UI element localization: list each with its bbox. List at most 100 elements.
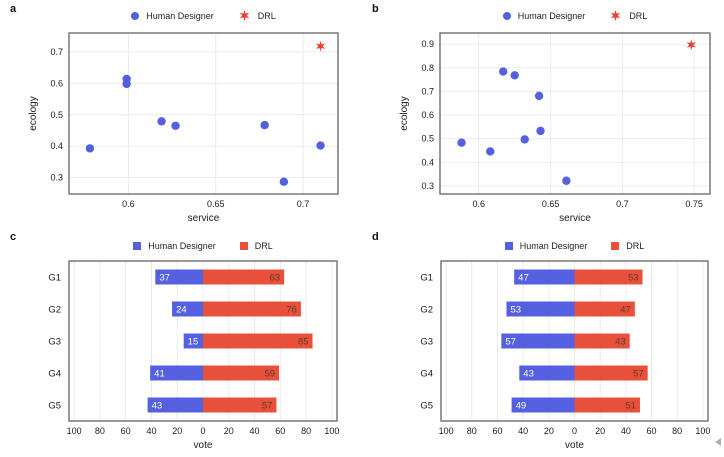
bar-drl xyxy=(574,333,630,349)
panel-c: c Human Designer DRL 37 63 G1 24 76 G2 15 85 G3 41… xyxy=(0,228,362,457)
panel-label: d xyxy=(372,231,379,243)
axis-label-x: vote xyxy=(565,440,584,451)
plot-border xyxy=(440,260,709,422)
bar-human-designer xyxy=(501,333,575,349)
scatter-point xyxy=(85,144,95,153)
scatter-point xyxy=(520,135,529,144)
y-tick-label: 0.7 xyxy=(421,86,434,96)
bar-drl xyxy=(203,333,313,349)
bar-drl xyxy=(203,397,277,413)
legend-square-marker-icon xyxy=(504,242,513,250)
panel-label: c xyxy=(10,231,17,243)
x-tick-label: 100 xyxy=(324,426,339,436)
scatter-point xyxy=(498,67,508,76)
y-tick-label: 0.4 xyxy=(421,157,434,167)
legend-label: Human Designer xyxy=(517,10,586,21)
legend-label: Human Designer xyxy=(146,10,214,21)
bar-plot-c: 37 63 G1 24 76 G2 15 85 G3 41 59 G4 43 57 G5 100 80 60 40 2… xyxy=(48,260,339,451)
scatter-point xyxy=(171,121,180,130)
scatter-point xyxy=(260,120,269,130)
category-label: G1 xyxy=(48,272,61,283)
y-tick-label: 0.6 xyxy=(421,110,434,120)
bar-value-label: 47 xyxy=(518,272,529,283)
scatter-point xyxy=(316,141,325,150)
legend-circle-marker-icon xyxy=(131,11,140,20)
legend-square-marker-icon xyxy=(133,242,142,250)
legend-label: Human Designer xyxy=(519,241,588,251)
x-tick-label: 80 xyxy=(672,426,682,436)
x-tick-label: 100 xyxy=(67,426,82,436)
bar-value-label: 57 xyxy=(633,368,644,379)
x-tick-label: 40 xyxy=(250,426,260,436)
legend-square-marker-icon xyxy=(611,242,620,250)
bar-value-label: 41 xyxy=(154,368,165,379)
y-tick-label: 0.4 xyxy=(50,141,63,151)
bar-value-label: 43 xyxy=(152,400,163,411)
scatter-point xyxy=(279,177,289,186)
x-tick-label: 0.7 xyxy=(616,199,629,209)
x-tick-label: 80 xyxy=(467,426,477,436)
bar-value-label: 53 xyxy=(510,304,521,315)
bar-value-label: 47 xyxy=(620,304,631,315)
x-tick-label: 20 xyxy=(544,426,554,436)
panel-b: b Human Designer DRL 0.6 0.65 0.7 0.75 0.3 0.4… xyxy=(362,0,724,228)
bar-drl xyxy=(203,301,301,317)
y-tick-label: 0.5 xyxy=(421,134,434,144)
bar-drl xyxy=(574,397,640,413)
category-label: G5 xyxy=(48,400,61,411)
x-tick-label: 20 xyxy=(172,426,182,436)
legend-label: DRL xyxy=(626,241,645,251)
bar-human-designer xyxy=(155,269,203,285)
scatter-point xyxy=(534,91,544,101)
x-tick-label: 0 xyxy=(572,426,577,436)
axis-label-y: ecology xyxy=(399,96,410,130)
y-tick-label: 0.9 xyxy=(421,39,434,49)
bar-human-designer xyxy=(183,333,203,349)
drl-star-marker xyxy=(686,39,697,51)
category-label: G4 xyxy=(48,368,61,379)
legend-label: DRL xyxy=(629,10,648,21)
bar-drl xyxy=(574,269,643,285)
bar-value-label: 43 xyxy=(523,368,534,379)
y-tick-label: 0.5 xyxy=(50,110,63,120)
axis-label-y: ecology xyxy=(28,96,39,130)
y-tick-label: 0.3 xyxy=(50,173,63,183)
bar-value-label: 76 xyxy=(286,304,297,315)
scatter-point xyxy=(536,126,545,136)
x-tick-label: 0.65 xyxy=(207,199,225,209)
bar-human-designer xyxy=(172,301,203,317)
panel-a: a Human Designer DRL 0.6 0.65 0.7 0.3 0.4 0.5 0… xyxy=(0,0,362,228)
scatter-point xyxy=(486,147,495,156)
bar-human-designer xyxy=(519,365,575,381)
x-tick-label: 0.6 xyxy=(122,199,135,209)
x-tick-label: 100 xyxy=(439,426,454,436)
y-tick-label: 0.7 xyxy=(50,47,63,57)
x-tick-label: 60 xyxy=(121,426,131,436)
bar-value-label: 24 xyxy=(176,304,187,315)
scatter-point xyxy=(157,117,166,126)
bar-value-label: 51 xyxy=(625,400,636,411)
y-tick-label: 0.3 xyxy=(421,181,434,191)
scatter-point xyxy=(562,176,571,185)
legend: Human Designer DRL xyxy=(440,9,710,22)
panel-label: a xyxy=(10,3,17,15)
bar-value-label: 49 xyxy=(516,400,527,411)
bar-value-label: 53 xyxy=(628,272,639,283)
legend-item: DRL xyxy=(609,9,647,22)
category-label: G3 xyxy=(48,336,61,347)
legend-item: Human Designer xyxy=(504,241,588,251)
x-tick-label: 40 xyxy=(621,426,631,436)
legend-item: DRL xyxy=(611,241,644,251)
legend-star-marker-icon xyxy=(239,9,250,22)
bar-value-label: 59 xyxy=(264,368,275,379)
legend-square-marker-icon xyxy=(239,242,248,250)
bar-human-designer xyxy=(147,397,203,413)
y-tick-label: 0.6 xyxy=(50,78,63,88)
x-tick-label: 80 xyxy=(301,426,311,436)
bar-value-label: 57 xyxy=(262,400,273,411)
legend: Human Designer DRL xyxy=(69,241,337,251)
bar-human-designer xyxy=(150,365,203,381)
legend-circle-marker-icon xyxy=(502,11,511,20)
plot-border xyxy=(68,32,339,195)
bar-plot-d: 47 53 G1 53 47 G2 57 43 G3 43 57 G4 49 51 G5 100 80 60 40 2… xyxy=(420,260,710,451)
